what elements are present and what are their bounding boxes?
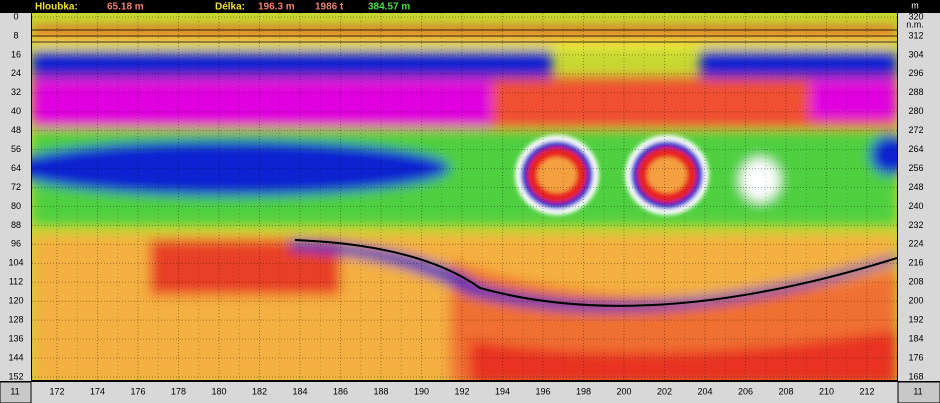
- left-tick-label: 24: [11, 68, 21, 78]
- bottom-tick-label: 194: [495, 386, 510, 396]
- right-tick-label: 232: [908, 220, 923, 230]
- depth-value: 65.18 m: [107, 2, 144, 13]
- bottom-tick-label: 176: [130, 386, 145, 396]
- bottom-tick-label: 210: [819, 386, 834, 396]
- left-tick-label: 152: [8, 371, 23, 381]
- left-tick-label: 144: [8, 352, 23, 362]
- right-tick-label: 264: [908, 144, 923, 154]
- bottom-tick-label: 174: [90, 386, 105, 396]
- bottom-tick-label: 204: [697, 386, 712, 396]
- left-tick-label: 120: [8, 296, 23, 306]
- left-tick-label: 16: [11, 49, 21, 59]
- right-marker: 11: [913, 386, 922, 396]
- bottom-tick-label: 212: [859, 386, 874, 396]
- right-marker-box: [897, 381, 940, 403]
- left-tick-label: 56: [11, 144, 21, 154]
- bottom-axis-panel: [0, 382, 940, 403]
- bottom-tick-label: 196: [535, 386, 550, 396]
- bottom-tick-label: 200: [616, 386, 631, 396]
- right-tick-label: 192: [908, 315, 923, 325]
- bottom-tick-label: 206: [738, 386, 753, 396]
- left-tick-label: 80: [11, 201, 21, 211]
- left-marker: 11: [10, 386, 19, 396]
- bottom-tick-label: 180: [211, 386, 226, 396]
- right-unit-note: n.m.: [906, 19, 924, 29]
- left-tick-label: 8: [13, 30, 18, 40]
- right-tick-label: 320: [908, 11, 923, 21]
- right-tick-label: 176: [908, 352, 923, 362]
- right-tick-label: 216: [908, 258, 923, 268]
- left-tick-label: 104: [8, 258, 23, 268]
- right-tick-label: 304: [908, 49, 923, 59]
- left-tick-label: 128: [8, 315, 23, 325]
- left-marker-box: [0, 381, 32, 403]
- left-tick-label: 64: [11, 163, 21, 173]
- right-tick-label: 248: [908, 182, 923, 192]
- right-tick-label: 168: [908, 371, 923, 381]
- bottom-tick-label: 182: [252, 386, 267, 396]
- grid: [32, 13, 897, 380]
- bottom-tick-label: 178: [171, 386, 186, 396]
- bottom-tick-label: 188: [373, 386, 388, 396]
- bottom-tick-label: 186: [333, 386, 348, 396]
- right-unit: m: [911, 0, 919, 10]
- depth-label: Hloubka:: [35, 2, 78, 13]
- right-tick-label: 256: [908, 163, 923, 173]
- length-value: 196.3 m: [258, 2, 295, 13]
- left-tick-label: 0: [13, 11, 18, 21]
- left-tick-label: 96: [11, 239, 21, 249]
- altitude-value: 384.57 m: [368, 2, 410, 13]
- left-tick-label: 48: [11, 125, 21, 135]
- left-tick-label: 112: [9, 277, 23, 287]
- heatmap: [32, 13, 897, 380]
- left-tick-label: 32: [11, 87, 21, 97]
- left-axis-panel: [0, 13, 31, 381]
- right-tick-label: 184: [908, 333, 923, 343]
- time-value: 1986 t: [315, 2, 344, 13]
- bottom-tick-label: 172: [49, 386, 64, 396]
- bottom-tick-label: 198: [576, 386, 591, 396]
- bottom-tick-label: 184: [292, 386, 307, 396]
- right-tick-label: 208: [908, 277, 923, 287]
- right-axis-panel: [898, 13, 940, 381]
- bottom-tick-label: 208: [778, 386, 793, 396]
- right-tick-label: 272: [908, 125, 923, 135]
- right-tick-label: 240: [908, 201, 923, 211]
- right-tick-label: 280: [908, 106, 923, 116]
- left-tick-label: 136: [8, 333, 23, 343]
- right-tick-label: 224: [908, 239, 923, 249]
- right-tick-label: 200: [908, 296, 923, 306]
- left-tick-label: 40: [11, 106, 21, 116]
- left-unit: m: [11, 1, 19, 11]
- right-tick-label: 312: [908, 30, 923, 40]
- bottom-tick-label: 192: [454, 386, 469, 396]
- length-label: Délka:: [215, 2, 245, 13]
- left-tick-label: 88: [11, 220, 21, 230]
- bottom-tick-label: 202: [657, 386, 672, 396]
- right-tick-label: 288: [908, 87, 923, 97]
- left-tick-label: 72: [11, 182, 21, 192]
- bottom-tick-label: 190: [414, 386, 429, 396]
- right-tick-label: 296: [908, 68, 923, 78]
